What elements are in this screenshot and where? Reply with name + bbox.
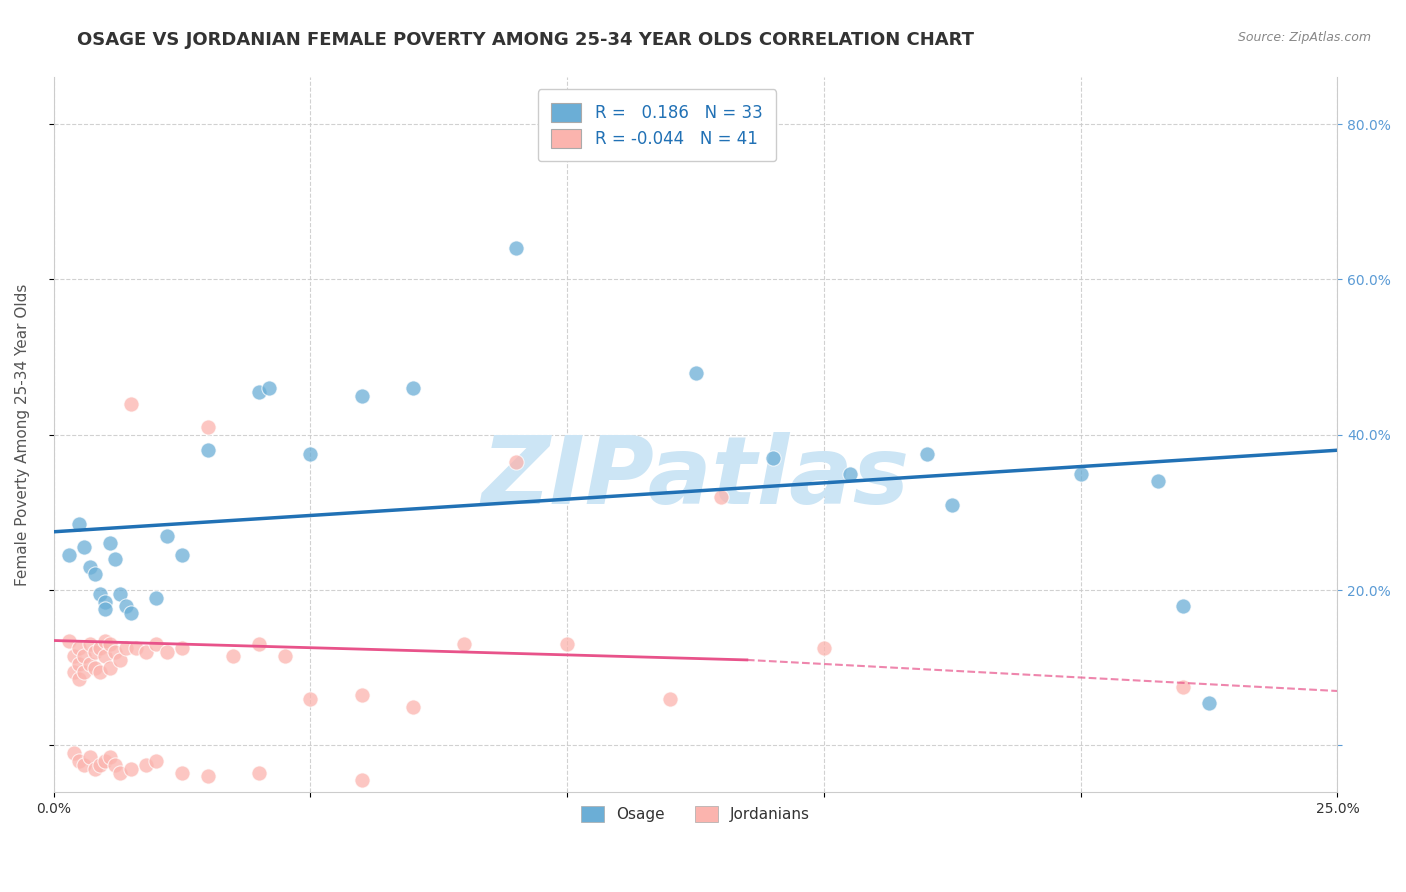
Text: Source: ZipAtlas.com: Source: ZipAtlas.com: [1237, 31, 1371, 45]
Point: [402, 381, 425, 395]
Point: [83, 661, 105, 675]
Point: [94, 633, 117, 648]
Point: [73, 757, 96, 772]
Point: [73, 665, 96, 679]
Point: [155, 529, 177, 543]
Point: [79, 657, 101, 671]
Point: [197, 443, 219, 458]
Point: [120, 762, 142, 776]
Point: [197, 769, 219, 783]
Point: [555, 637, 578, 651]
Point: [73, 648, 96, 663]
Legend: Osage, Jordanians: Osage, Jordanians: [568, 794, 823, 834]
Point: [273, 648, 295, 663]
Point: [110, 653, 132, 667]
Point: [505, 241, 527, 255]
Point: [1198, 696, 1220, 710]
Point: [98, 750, 121, 764]
Point: [838, 467, 860, 481]
Point: [658, 691, 681, 706]
Point: [145, 591, 167, 605]
Point: [94, 754, 117, 768]
Point: [73, 541, 96, 555]
Point: [607, 117, 630, 131]
Point: [114, 599, 136, 613]
Point: [58, 548, 80, 562]
Text: ZIPatlas: ZIPatlas: [481, 432, 910, 524]
Point: [104, 645, 127, 659]
Point: [813, 641, 835, 656]
Point: [79, 559, 101, 574]
Point: [67, 754, 90, 768]
Point: [170, 548, 193, 562]
Point: [170, 641, 193, 656]
Point: [145, 754, 167, 768]
Point: [125, 641, 148, 656]
Point: [1173, 680, 1195, 694]
Point: [89, 665, 111, 679]
Point: [350, 389, 373, 403]
Point: [941, 498, 963, 512]
Point: [761, 450, 783, 465]
Point: [63, 665, 86, 679]
Point: [104, 757, 127, 772]
Point: [299, 447, 322, 461]
Point: [247, 765, 270, 780]
Point: [58, 633, 80, 648]
Point: [222, 648, 245, 663]
Point: [94, 648, 117, 663]
Point: [98, 536, 121, 550]
Point: [247, 384, 270, 399]
Point: [83, 567, 105, 582]
Point: [98, 661, 121, 675]
Point: [135, 645, 157, 659]
Point: [67, 657, 90, 671]
Point: [402, 699, 425, 714]
Point: [63, 648, 86, 663]
Point: [67, 516, 90, 531]
Point: [505, 455, 527, 469]
Point: [120, 397, 142, 411]
Point: [350, 688, 373, 702]
Point: [67, 673, 90, 687]
Point: [350, 773, 373, 788]
Point: [145, 637, 167, 651]
Point: [259, 381, 281, 395]
Point: [89, 641, 111, 656]
Point: [120, 607, 142, 621]
Point: [110, 765, 132, 780]
Point: [83, 762, 105, 776]
Point: [1146, 475, 1168, 489]
Point: [67, 641, 90, 656]
Point: [299, 691, 322, 706]
Point: [89, 587, 111, 601]
Point: [247, 637, 270, 651]
Point: [453, 637, 475, 651]
Point: [155, 645, 177, 659]
Point: [685, 366, 707, 380]
Text: OSAGE VS JORDANIAN FEMALE POVERTY AMONG 25-34 YEAR OLDS CORRELATION CHART: OSAGE VS JORDANIAN FEMALE POVERTY AMONG …: [77, 31, 974, 49]
Point: [98, 637, 121, 651]
Point: [1173, 599, 1195, 613]
Point: [197, 420, 219, 434]
Point: [104, 552, 127, 566]
Point: [79, 750, 101, 764]
Point: [79, 637, 101, 651]
Point: [1070, 467, 1092, 481]
Point: [94, 602, 117, 616]
Point: [94, 595, 117, 609]
Point: [710, 490, 733, 504]
Point: [114, 641, 136, 656]
Point: [135, 757, 157, 772]
Point: [63, 746, 86, 760]
Y-axis label: Female Poverty Among 25-34 Year Olds: Female Poverty Among 25-34 Year Olds: [15, 284, 30, 586]
Point: [83, 645, 105, 659]
Point: [89, 757, 111, 772]
Point: [170, 765, 193, 780]
Point: [915, 447, 938, 461]
Point: [110, 587, 132, 601]
